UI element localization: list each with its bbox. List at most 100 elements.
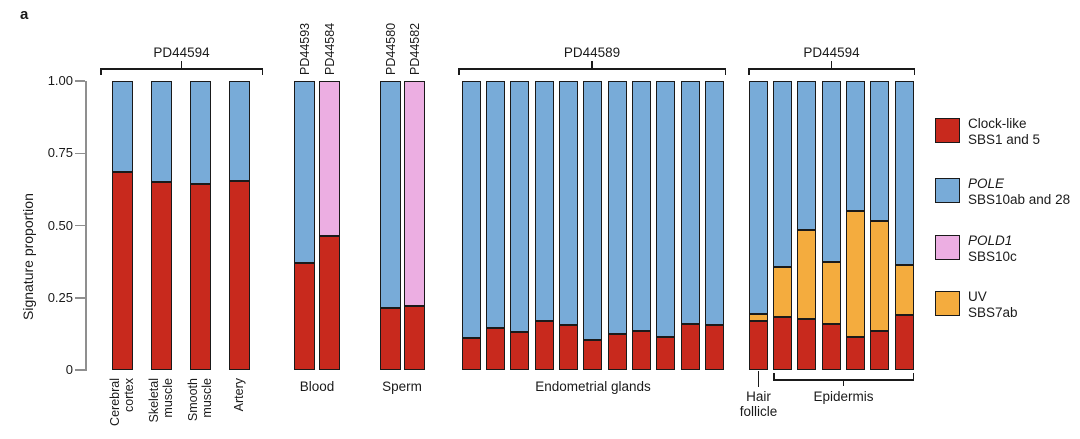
bracket-center-tick: [830, 61, 833, 69]
tissue-tick-label: Skeletal muscle: [147, 378, 175, 423]
bracket-center-tick: [180, 61, 183, 69]
stacked-bar: [190, 81, 211, 370]
stacked-bar: [380, 81, 401, 370]
sample-id-label: PD44582: [407, 22, 422, 75]
legend-swatch-clock: [935, 118, 960, 143]
stacked-bar: [319, 81, 340, 370]
bar-segment-pole: [632, 81, 651, 331]
bar-segment-clock: [294, 263, 315, 370]
bar-segment-clock: [319, 235, 340, 370]
y-axis-tick: [75, 152, 85, 154]
y-axis-line: [85, 81, 87, 371]
bracket-end-tick: [458, 68, 460, 75]
stacked-bar: [535, 81, 554, 370]
y-tick-label: 0.25: [47, 289, 73, 305]
panel-label: a: [20, 6, 29, 23]
tissue-tick-label: Cerebral cortex: [108, 378, 136, 426]
bar-segment-clock: [656, 336, 675, 370]
bracket-label: PD44589: [563, 45, 621, 60]
bracket-end-tick: [724, 68, 726, 75]
bar-segment-clock: [797, 319, 816, 370]
bar-segment-clock: [559, 325, 578, 370]
bar-segment-pole: [705, 81, 724, 326]
bar-segment-pole: [749, 81, 768, 314]
bar-segment-pole: [895, 81, 914, 265]
legend-item-label: UV SBS7ab: [968, 289, 1080, 320]
bar-segment-clock: [535, 320, 554, 370]
subgroup-label: Epidermis: [813, 389, 874, 404]
bar-segment-clock: [822, 323, 841, 370]
bar-segment-pole: [190, 81, 211, 184]
bar-segment-pole: [822, 81, 841, 262]
bar-segment-clock: [870, 331, 889, 370]
bar-segment-pole: [797, 81, 816, 230]
y-axis-tick: [75, 224, 85, 227]
bar-segment-clock: [608, 333, 627, 370]
bracket-end-tick: [100, 68, 102, 75]
y-tick-label: 0.75: [47, 145, 73, 161]
tissue-tick-label: Artery: [231, 378, 246, 412]
legend-label-line2: SBS7ab: [968, 304, 1018, 320]
stacked-bar: [462, 81, 481, 370]
bar-segment-pole: [559, 81, 578, 326]
bar-segment-pole: [380, 81, 401, 308]
bar-segment-pole: [486, 81, 505, 329]
bar-segment-uv: [822, 261, 841, 324]
legend-label-line2: SBS10ab and 28: [968, 191, 1071, 207]
bar-segment-clock: [583, 339, 602, 370]
y-axis-tick: [75, 297, 85, 299]
legend-label-line1: POLD1: [968, 233, 1013, 248]
stacked-bar: [773, 81, 792, 370]
bar-segment-uv: [870, 221, 889, 331]
bar-segment-clock: [773, 316, 792, 370]
stacked-bar: [229, 81, 250, 370]
stacked-bar: [583, 81, 602, 370]
stacked-bar: [705, 81, 724, 370]
legend-swatch-pole: [935, 178, 960, 203]
stacked-bar: [632, 81, 651, 370]
bar-segment-pole: [112, 81, 133, 172]
stacked-bar: [294, 81, 315, 370]
bracket-line: [100, 68, 263, 70]
bar-segment-uv: [797, 229, 816, 320]
bracket-label: PD44594: [153, 45, 210, 60]
legend-item-label: POLE SBS10ab and 28: [968, 176, 1080, 207]
bar-segment-clock: [462, 338, 481, 370]
bar-segment-pole: [462, 81, 481, 339]
stacked-bar: [656, 81, 675, 370]
bar-segment-clock: [380, 307, 401, 370]
y-axis-tick: [75, 80, 85, 82]
stacked-bar: [681, 81, 700, 370]
bar-segment-clock: [151, 182, 172, 370]
stacked-bar: [797, 81, 816, 370]
bar-segment-pole: [294, 81, 315, 264]
bar-segment-clock: [705, 325, 724, 370]
legend-label-line1: POLE: [968, 176, 1005, 191]
bar-segment-pole: [681, 81, 700, 324]
y-tick-label: 0.50: [47, 217, 73, 233]
subgroup-bracket-end-tick: [773, 372, 775, 381]
stacked-bar: [559, 81, 578, 370]
bar-segment-clock: [846, 336, 865, 370]
stacked-bar: [112, 81, 133, 370]
legend-label-line1: UV: [968, 289, 987, 304]
y-axis-tick: [75, 369, 85, 371]
group-label: Sperm: [382, 379, 422, 394]
bar-segment-pole: [846, 80, 865, 211]
bar-segment-clock: [486, 328, 505, 370]
bar-segment-pole: [535, 81, 554, 321]
stacked-bar: [486, 81, 505, 370]
bracket-label: PD44594: [803, 45, 860, 60]
subgroup-tick: [757, 371, 760, 387]
bracket-end-tick: [261, 68, 263, 75]
bar-segment-pole: [510, 81, 529, 333]
bar-segment-pole: [608, 81, 627, 334]
stacked-bar: [510, 81, 529, 370]
bar-segment-pold1: [404, 81, 425, 307]
stacked-bar: [608, 81, 627, 370]
bar-segment-pole: [656, 81, 675, 337]
sample-id-label: PD44580: [383, 22, 398, 75]
bracket-line: [458, 68, 726, 70]
group-label: Blood: [299, 379, 335, 394]
